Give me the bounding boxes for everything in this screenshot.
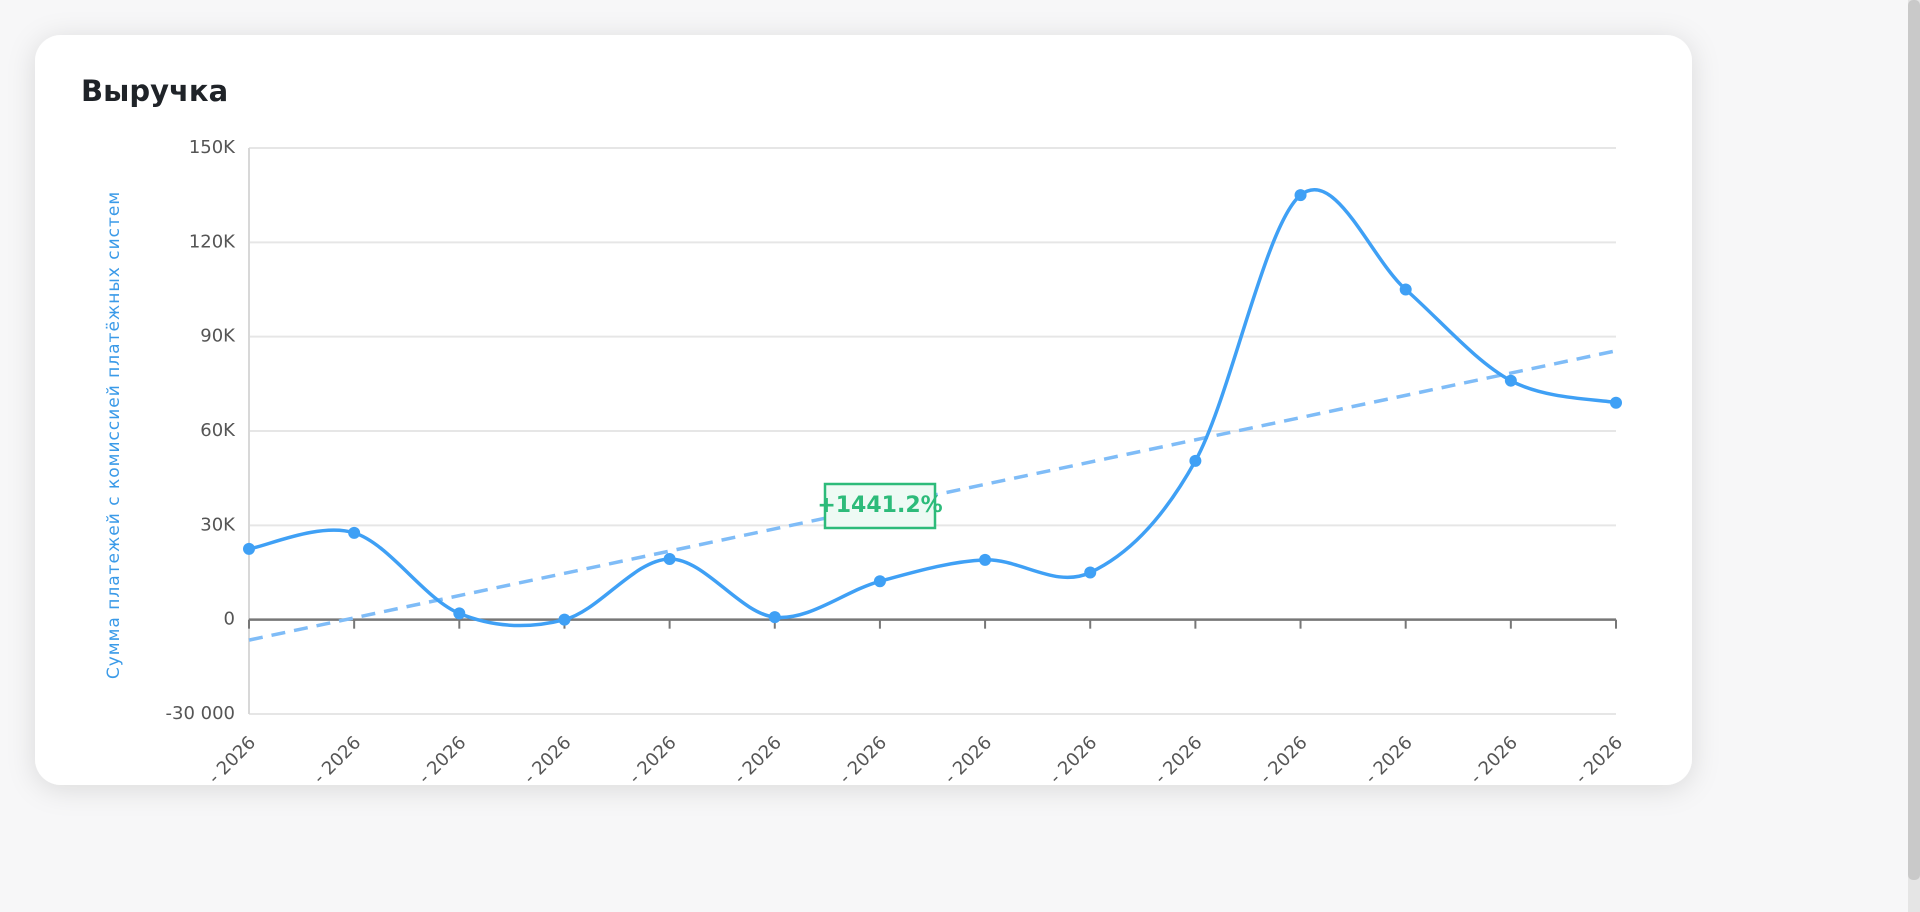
y-tick-label: 150K: [189, 137, 236, 158]
y-axis-label: Сумма платежей с комиссией платёжных сис…: [104, 191, 124, 679]
point: [979, 553, 992, 566]
point: [768, 611, 781, 624]
annotation: +1441.2%: [817, 493, 942, 518]
point: [663, 552, 676, 565]
y-tick-label: 30K: [200, 514, 236, 535]
point: [1399, 283, 1412, 296]
point: [1610, 396, 1622, 409]
point: [1084, 566, 1097, 579]
point: [873, 575, 886, 588]
point: [558, 613, 571, 626]
point: [1294, 189, 1307, 202]
annotation-box: [823, 482, 937, 530]
modal: [35, 35, 1692, 785]
y-tick-label: 0: [224, 609, 235, 630]
scroll-thumb[interactable]: [1908, 0, 1920, 880]
point: [1504, 374, 1517, 387]
y-tick-label: 120K: [189, 231, 236, 252]
y-tick-label: 60K: [200, 420, 236, 441]
point: [1189, 454, 1202, 467]
point: [243, 542, 255, 555]
point: [453, 607, 466, 620]
modal-title: Выручка: [81, 74, 228, 108]
y-tick-label: -30 000: [166, 703, 235, 724]
point: [348, 526, 361, 539]
y-tick-label: 90K: [200, 326, 236, 347]
